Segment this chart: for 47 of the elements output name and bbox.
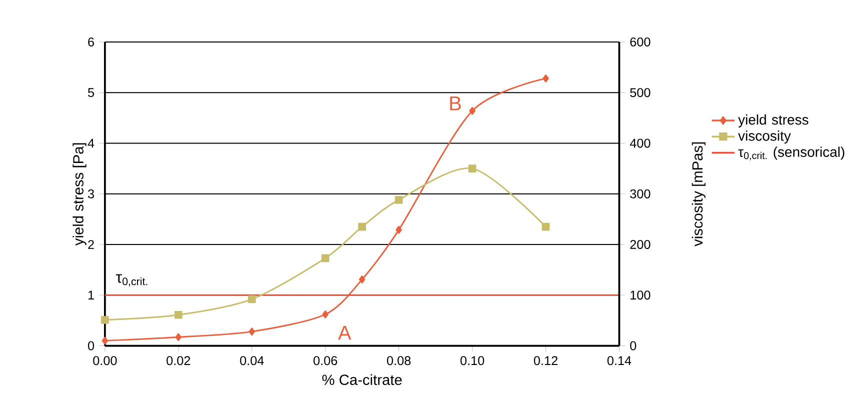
y2-tick-label: 400 <box>630 138 650 148</box>
annotation: A <box>338 326 352 340</box>
point <box>102 336 108 345</box>
point <box>101 316 109 324</box>
annotation: τ$_{0,crit.}$ <box>116 274 148 287</box>
point <box>394 196 403 204</box>
point <box>542 222 550 231</box>
y-tick-label: 2 <box>88 240 94 250</box>
point <box>396 226 402 234</box>
point <box>174 311 182 319</box>
x-tick-label: 0.10 <box>460 356 484 366</box>
x-tick-label: 0.02 <box>166 356 190 366</box>
point <box>358 276 366 284</box>
point <box>248 328 256 336</box>
y-tick-label: 0 <box>88 341 94 350</box>
legend-label: yield stress <box>738 114 808 128</box>
y-tick-label: 6 <box>88 38 94 47</box>
x-axis-title: % Ca-citrate <box>322 374 402 386</box>
y2-tick-label: 0 <box>630 341 636 350</box>
point <box>358 222 366 231</box>
point <box>248 295 256 304</box>
y-tick-label: 3 <box>88 190 94 198</box>
point <box>322 310 328 318</box>
point <box>468 164 476 173</box>
y2-axis-title: viscosity [mPas] <box>692 142 706 246</box>
annotation: B <box>450 96 461 110</box>
y2-tick-label: 600 <box>630 38 650 47</box>
point <box>469 107 476 115</box>
x-tick-label: 0.08 <box>387 356 411 366</box>
point <box>321 254 330 262</box>
y2-tick-label: 200 <box>630 240 650 250</box>
y2-tick-label: 300 <box>630 190 650 198</box>
x-tick-label: 0.14 <box>607 356 632 366</box>
x-tick-label: 0.06 <box>314 356 338 366</box>
point <box>175 333 182 342</box>
y-axis-title: yield stress [Pa] <box>72 143 86 246</box>
y-tick-label: 4 <box>88 139 94 148</box>
x-tick-label: 0.12 <box>534 356 558 366</box>
y-tick-label: 5 <box>88 88 94 98</box>
legend-label: τ$_{0,crit.}$ (sensorical) <box>738 146 844 160</box>
legend-label: viscosity <box>738 130 791 144</box>
y-tick-label: 1 <box>88 290 94 300</box>
x-tick-label: 0.04 <box>240 356 264 366</box>
x-tick-label: 0.00 <box>93 356 117 366</box>
point <box>542 74 549 83</box>
y2-tick-label: 100 <box>630 290 650 300</box>
y2-tick-label: 500 <box>630 88 650 98</box>
